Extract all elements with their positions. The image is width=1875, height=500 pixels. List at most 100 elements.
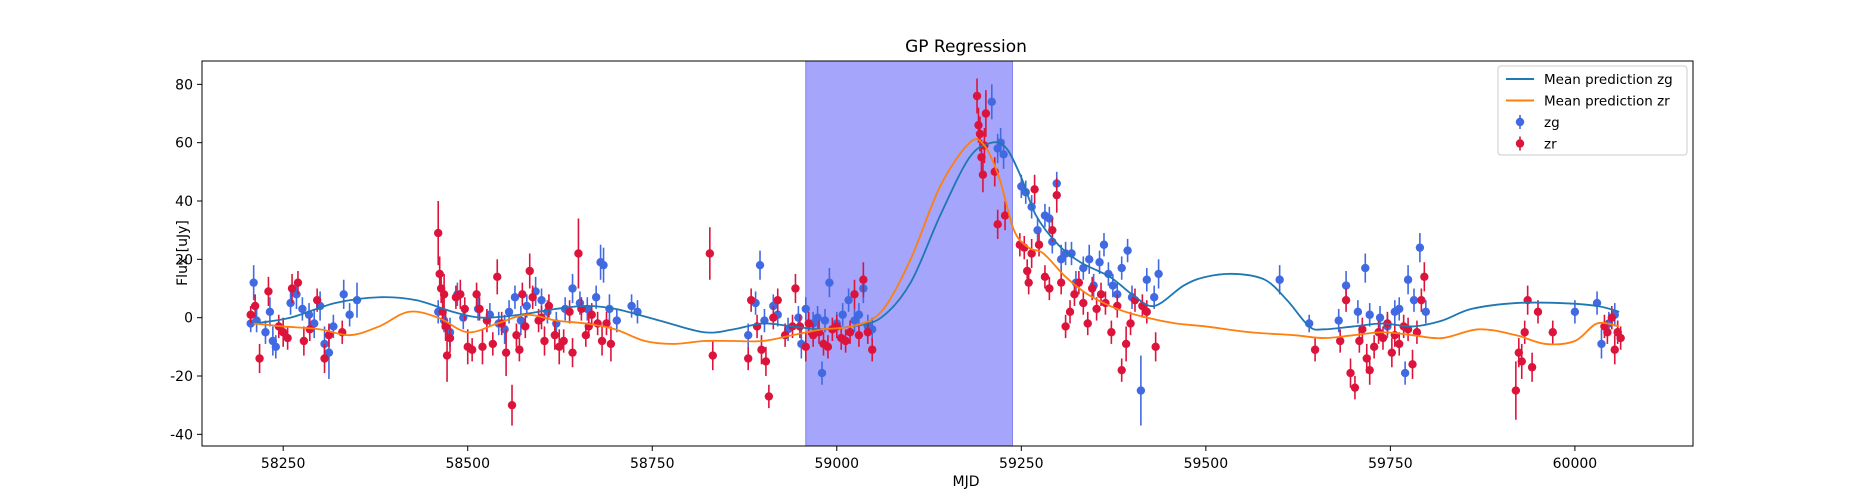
data-point-zg xyxy=(1142,275,1151,284)
data-point-zg xyxy=(844,295,853,305)
data-point-zr xyxy=(972,91,982,101)
data-point-zr xyxy=(1548,328,1557,337)
data-point-zg xyxy=(309,319,319,328)
data-point-zg xyxy=(1353,307,1363,317)
data-point-zr xyxy=(761,357,771,366)
legend-entry-zr: zr xyxy=(1515,136,1557,153)
data-point-zr xyxy=(841,336,850,346)
data-point-zr xyxy=(1083,319,1092,328)
data-point-zr xyxy=(1040,272,1050,282)
data-point-zr xyxy=(757,345,766,354)
data-point-zr xyxy=(1024,278,1033,287)
data-point-zr xyxy=(1335,336,1345,346)
data-point-zg xyxy=(1395,304,1404,314)
data-point-zg xyxy=(1365,310,1374,319)
legend-marker-swatch xyxy=(1515,117,1525,127)
x-axis-label: MJD xyxy=(953,474,980,490)
data-point-zr xyxy=(1408,360,1417,369)
data-point-zg xyxy=(1113,290,1122,299)
data-point-zr xyxy=(518,290,527,299)
plot-frame xyxy=(201,60,1694,447)
data-point-zg xyxy=(249,278,258,287)
data-point-zr xyxy=(981,109,991,118)
data-point-zr xyxy=(1520,328,1529,337)
data-point-zg xyxy=(1104,269,1113,279)
data-point-zr xyxy=(975,129,985,139)
data-point-zr xyxy=(1048,225,1057,235)
data-point-zr xyxy=(1070,290,1079,299)
data-point-zg xyxy=(854,310,864,319)
data-point-zr xyxy=(1350,383,1360,392)
data-point-zr xyxy=(467,345,477,354)
data-point-zr xyxy=(1045,284,1054,293)
data-point-zr xyxy=(433,228,443,238)
data-point-zr xyxy=(305,325,314,334)
data-point-zr xyxy=(1341,295,1351,305)
legend-label: zg xyxy=(1544,115,1560,131)
highlight-region xyxy=(805,61,1013,446)
y-tick-label: 0 xyxy=(184,311,193,327)
data-point-zr xyxy=(255,354,264,363)
data-point-zg xyxy=(999,150,1008,159)
data-point-zg xyxy=(261,328,270,337)
data-point-zr xyxy=(550,330,560,340)
data-point-zr xyxy=(493,272,502,282)
data-point-zg xyxy=(1341,281,1351,290)
data-point-zg xyxy=(825,278,834,287)
data-point-zr xyxy=(540,336,549,346)
data-point-zr xyxy=(1533,307,1543,317)
data-point-zg xyxy=(612,316,622,325)
x-tick-label: 59000 xyxy=(815,456,860,472)
legend-label: Mean prediction zg xyxy=(1544,72,1673,88)
data-point-zr xyxy=(324,330,334,340)
x-tick-label: 58750 xyxy=(630,456,675,472)
data-point-zg xyxy=(1409,295,1419,305)
data-point-zg xyxy=(987,97,996,107)
data-point-zr xyxy=(854,330,864,340)
data-point-zr xyxy=(804,319,813,328)
data-point-zr xyxy=(597,336,607,346)
data-point-zr xyxy=(312,295,322,305)
data-point-zr xyxy=(1065,307,1075,317)
data-point-zr xyxy=(445,333,455,343)
data-point-zr xyxy=(1378,333,1388,343)
data-point-zr xyxy=(1310,345,1320,354)
data-point-zg xyxy=(522,301,531,311)
data-point-zr xyxy=(769,313,778,322)
data-point-zr xyxy=(293,278,303,287)
data-point-zg xyxy=(1108,281,1118,290)
data-point-zr xyxy=(1610,345,1619,354)
data-point-zr xyxy=(1092,304,1101,314)
data-point-zg xyxy=(627,301,636,311)
data-point-zr xyxy=(1395,339,1404,349)
data-point-zr xyxy=(1087,284,1097,293)
data-point-zg xyxy=(1061,249,1070,258)
data-point-zg xyxy=(1597,339,1606,349)
data-point-zg xyxy=(1415,243,1425,252)
data-point-zg xyxy=(1375,313,1385,322)
y-tick-label: 60 xyxy=(175,136,193,152)
data-point-zr xyxy=(1056,278,1066,287)
data-point-zr xyxy=(544,301,554,311)
data-point-zg xyxy=(324,348,334,357)
data-point-zr xyxy=(1142,307,1151,317)
data-point-zg xyxy=(850,316,859,325)
data-point-zg xyxy=(1570,307,1580,317)
data-point-zr xyxy=(475,304,484,314)
data-point-zr xyxy=(1000,211,1010,220)
data-point-zg xyxy=(1334,316,1343,325)
data-point-zr xyxy=(1358,325,1367,334)
data-point-zg xyxy=(1403,275,1413,284)
data-point-zg xyxy=(1361,263,1370,273)
x-tick-label: 59750 xyxy=(1368,456,1413,472)
data-point-zg xyxy=(1095,258,1104,267)
data-point-zr xyxy=(863,328,872,337)
series-zg xyxy=(246,84,1622,426)
data-point-zr xyxy=(1074,278,1084,287)
data-point-zr xyxy=(850,290,859,299)
data-point-zg xyxy=(1149,293,1159,302)
x-tick-label: 58250 xyxy=(261,456,306,472)
data-point-zg xyxy=(504,307,514,317)
data-point-zr xyxy=(1607,313,1617,322)
data-point-zg xyxy=(265,307,275,317)
